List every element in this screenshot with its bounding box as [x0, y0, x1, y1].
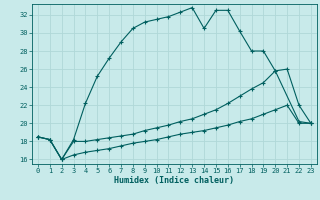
X-axis label: Humidex (Indice chaleur): Humidex (Indice chaleur) — [115, 176, 234, 185]
